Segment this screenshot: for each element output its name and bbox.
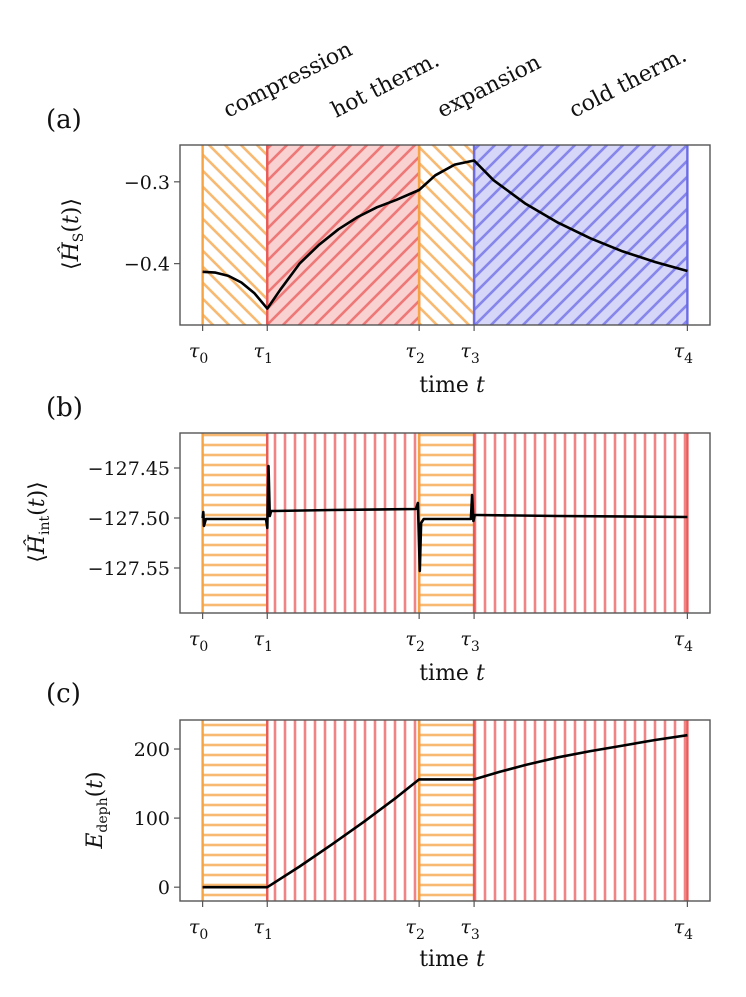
region-0 <box>201 433 269 613</box>
x-tick-label: τ2 <box>405 916 424 943</box>
region-1 <box>266 145 421 325</box>
panel-label: (c) <box>46 679 81 709</box>
x-tick-label: τ0 <box>189 340 208 367</box>
region-hatch <box>202 433 268 613</box>
y-tick-label: −127.55 <box>88 558 170 580</box>
region-3 <box>472 433 689 613</box>
plot-area: −127.45 −127.50 −127.55 τ0 τ1 τ2 τ3 τ4 <box>88 432 711 655</box>
x-axis-label: time t <box>419 947 485 972</box>
panel-label: (a) <box>46 105 82 135</box>
y-tick-label: 200 <box>134 739 170 761</box>
y-tick-label: −0.4 <box>124 254 170 276</box>
phase-label-expansion: expansion <box>433 50 545 123</box>
x-tick-label: τ3 <box>460 628 479 655</box>
y-tick-label: 100 <box>134 808 170 830</box>
region-hatch <box>474 433 688 613</box>
x-tick-label: τ3 <box>460 340 479 367</box>
x-tick-label: τ2 <box>405 340 424 367</box>
plot-area: −0.3 −0.4 τ0 τ1 τ2 τ3 τ4 <box>124 144 711 367</box>
region-2 <box>417 720 476 901</box>
x-tick-label: τ0 <box>189 916 208 943</box>
panel-label: (b) <box>46 393 83 423</box>
x-tick-label: τ4 <box>674 628 694 655</box>
plot-area: 0 100 200 τ0 τ1 τ2 τ3 τ4 <box>134 719 711 943</box>
series-line-0 <box>202 733 688 889</box>
series-line-0 <box>201 464 688 573</box>
region-2 <box>417 145 476 325</box>
x-axis-label: time t <box>419 661 485 686</box>
x-tick-label: τ3 <box>460 916 479 943</box>
phase-label-cold-therm: cold therm. <box>565 43 690 123</box>
region-hatch <box>419 145 475 325</box>
y-axis-label: Edeph(t) <box>83 771 111 849</box>
region-0 <box>201 720 269 901</box>
axes-frame <box>179 432 711 614</box>
axes-frame <box>179 719 711 902</box>
axes-frame <box>179 144 711 326</box>
y-tick-label: 0 <box>158 877 170 899</box>
x-tick-label: τ0 <box>189 628 208 655</box>
region-3 <box>472 145 689 325</box>
x-axis-label: time t <box>419 373 485 398</box>
region-2 <box>417 433 476 613</box>
x-tick-label: τ1 <box>254 916 273 943</box>
x-tick-label: τ1 <box>254 340 273 367</box>
panel-a: (a) −0.3 −0.4 τ0 τ1 τ2 τ3 τ4 time t ⟨ĤS(t)⟩ <box>46 105 711 398</box>
panel-b: (b) −127.45 −127.50 −127.55 τ0 τ1 τ2 τ3 τ4 time… <box>23 393 711 686</box>
y-tick-label: −127.45 <box>88 458 170 480</box>
panel-c: (c) 0 100 200 τ0 τ1 τ2 τ3 τ4 time t Edeph(t) <box>46 679 711 972</box>
series-line-0 <box>202 159 688 310</box>
y-axis-label: ⟨Ĥint(t)⟩ <box>23 481 53 563</box>
region-1 <box>266 433 421 613</box>
y-tick-label: −0.3 <box>124 172 170 194</box>
phase-labels: compression hot therm. expansion cold th… <box>219 37 690 123</box>
region-hatch <box>267 145 420 325</box>
x-tick-label: τ2 <box>405 628 424 655</box>
region-hatch <box>267 433 420 613</box>
x-tick-label: τ4 <box>674 916 694 943</box>
y-axis-label: ⟨ĤS(t)⟩ <box>57 198 87 270</box>
region-hatch <box>419 720 475 901</box>
x-tick-label: τ1 <box>254 628 273 655</box>
y-tick-label: −127.50 <box>88 508 170 530</box>
region-hatch <box>202 720 268 901</box>
x-tick-label: τ4 <box>674 340 694 367</box>
region-hatch <box>419 433 475 613</box>
region-3 <box>472 720 689 901</box>
region-hatch <box>474 720 688 901</box>
